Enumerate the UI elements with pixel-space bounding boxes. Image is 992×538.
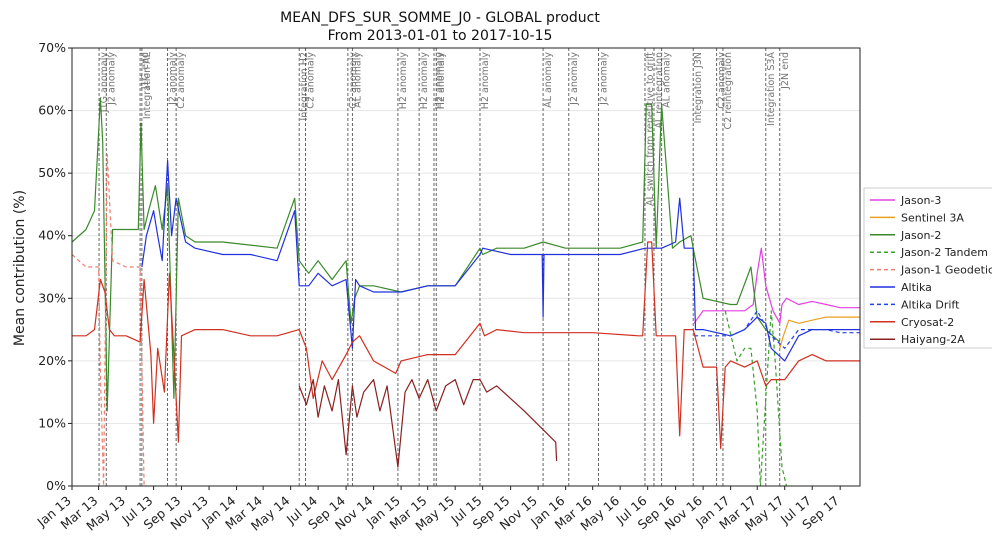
- grid: [72, 47, 860, 487]
- event-label: J2 anomaly: [599, 52, 610, 106]
- event-label: Integration H2: [299, 52, 310, 121]
- event-label: H2 anomaly: [419, 52, 430, 110]
- series-line-haiyang-2a: [298, 379, 558, 468]
- series-line-jason-2: [71, 97, 781, 412]
- event-label: J2N end: [780, 52, 791, 90]
- plot-frame: [71, 47, 861, 487]
- y-tick-label: 30%: [38, 290, 66, 305]
- event-label: H2 anomaly: [436, 52, 447, 110]
- legend-label: Jason-2: [900, 229, 941, 242]
- event-label: J2 anomaly: [106, 52, 117, 106]
- legend-label: Sentinel 3A: [901, 211, 964, 224]
- y-tick-label: 0%: [46, 478, 66, 493]
- y-tick-label: 20%: [38, 353, 66, 368]
- event-label: AL reintegration: [654, 52, 665, 129]
- chart-title: MEAN_DFS_SUR_SOMME_J0 - GLOBAL product: [280, 10, 600, 26]
- event-label: AL anomaly: [352, 52, 363, 108]
- legend: Jason-3 Sentinel 3A Jason-2 Jason-2 Tandem J…: [863, 187, 992, 349]
- y-tick-label: 10%: [38, 415, 66, 430]
- legend-label: Altika: [901, 281, 932, 294]
- legend-label: Jason-3: [900, 194, 941, 207]
- event-label: J1G anomaly: [99, 52, 110, 114]
- y-tick-label: 50%: [38, 165, 66, 180]
- legend-label: Jason-2 Tandem: [900, 246, 988, 259]
- series-line-cryosat-2: [72, 241, 860, 450]
- series-line-sentinel-3a: [779, 316, 860, 349]
- series-line-altika-drift: [694, 310, 860, 349]
- series-line-jason-2-tandem: [724, 310, 788, 487]
- event-label: J2 anomaly: [168, 52, 179, 106]
- y-tick-label: 70%: [38, 40, 66, 55]
- event-label: C2 anomaly: [717, 52, 728, 109]
- event-label: C2 anomaly: [348, 52, 359, 109]
- event-label: H2 anomaly: [480, 52, 491, 110]
- series-lines: [71, 97, 860, 487]
- y-tick-label: 40%: [38, 228, 66, 243]
- y-axis-label: Mean contribution (%): [12, 190, 28, 346]
- event-label: C2 anomaly: [306, 52, 317, 109]
- event-label: H2 anomaly: [398, 52, 409, 110]
- event-label: AL anomaly: [662, 52, 673, 108]
- series-line-jason-3: [693, 247, 860, 324]
- event-label: AL anomaly: [543, 52, 554, 108]
- event-label: C2 reintegration: [723, 52, 734, 129]
- legend-label: Cryosat-2: [901, 316, 954, 329]
- legend-label: Altika Drift: [901, 298, 960, 311]
- legend-label: Haiyang-2A: [901, 333, 965, 346]
- event-label: Integration J3N: [693, 52, 704, 123]
- event-label: J1G end: [140, 52, 151, 90]
- event-label: H2 anomaly: [434, 52, 445, 110]
- event-label: AL switch from repetitive to drift: [645, 52, 656, 206]
- event-label: Integration S3A: [766, 52, 777, 126]
- event-label: C2 anomaly: [176, 52, 187, 109]
- chart-subtitle: From 2013-01-01 to 2017-10-15: [328, 28, 553, 44]
- y-ticks: 0% 10% 20% 30% 40% 50% 60% 70%: [38, 40, 72, 493]
- series-line-jason-1-geodetic: [71, 153, 147, 487]
- series-line-altika: [141, 160, 860, 362]
- y-tick-label: 60%: [38, 103, 66, 118]
- event-label: J2 anomaly: [569, 52, 580, 106]
- legend-label: Jason-1 Geodetic: [900, 264, 992, 277]
- event-label: Integration AL: [142, 51, 153, 119]
